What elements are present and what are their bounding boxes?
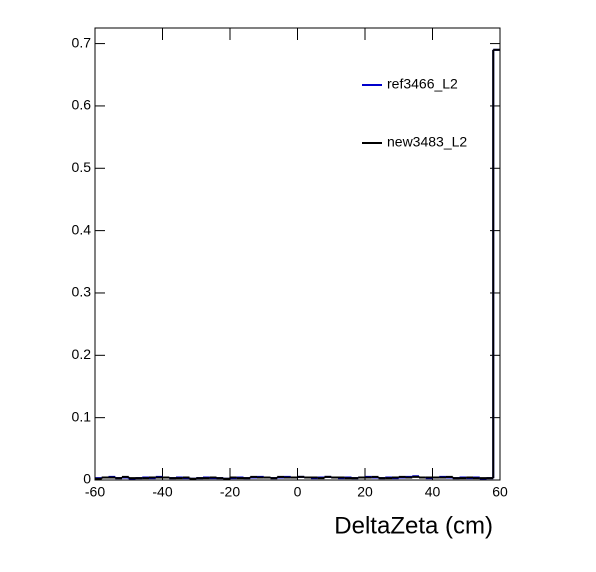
x-tick-label: -60 (85, 484, 105, 500)
y-tick-label: 0 (83, 471, 91, 487)
y-tick-label: 0.5 (72, 159, 92, 175)
y-tick-label: 0.4 (72, 221, 92, 237)
x-tick-label: 40 (425, 484, 441, 500)
y-tick-label: 0.6 (72, 97, 92, 113)
x-tick-label: 60 (492, 484, 508, 500)
y-tick-label: 0.1 (72, 408, 92, 424)
legend-label: ref3466_L2 (387, 76, 458, 92)
x-axis-label: DeltaZeta (cm) (334, 512, 493, 539)
y-tick-label: 0.3 (72, 284, 92, 300)
legend-box (355, 65, 490, 165)
plot-frame (94, 27, 501, 481)
y-tick-label: 0.7 (72, 34, 92, 50)
y-tick-label: 0.2 (72, 346, 92, 362)
legend-label: new3483_L2 (387, 134, 467, 150)
x-tick-label: 20 (357, 484, 373, 500)
x-tick-label: -40 (152, 484, 172, 500)
x-tick-label: 0 (294, 484, 302, 500)
x-tick-label: -20 (220, 484, 240, 500)
